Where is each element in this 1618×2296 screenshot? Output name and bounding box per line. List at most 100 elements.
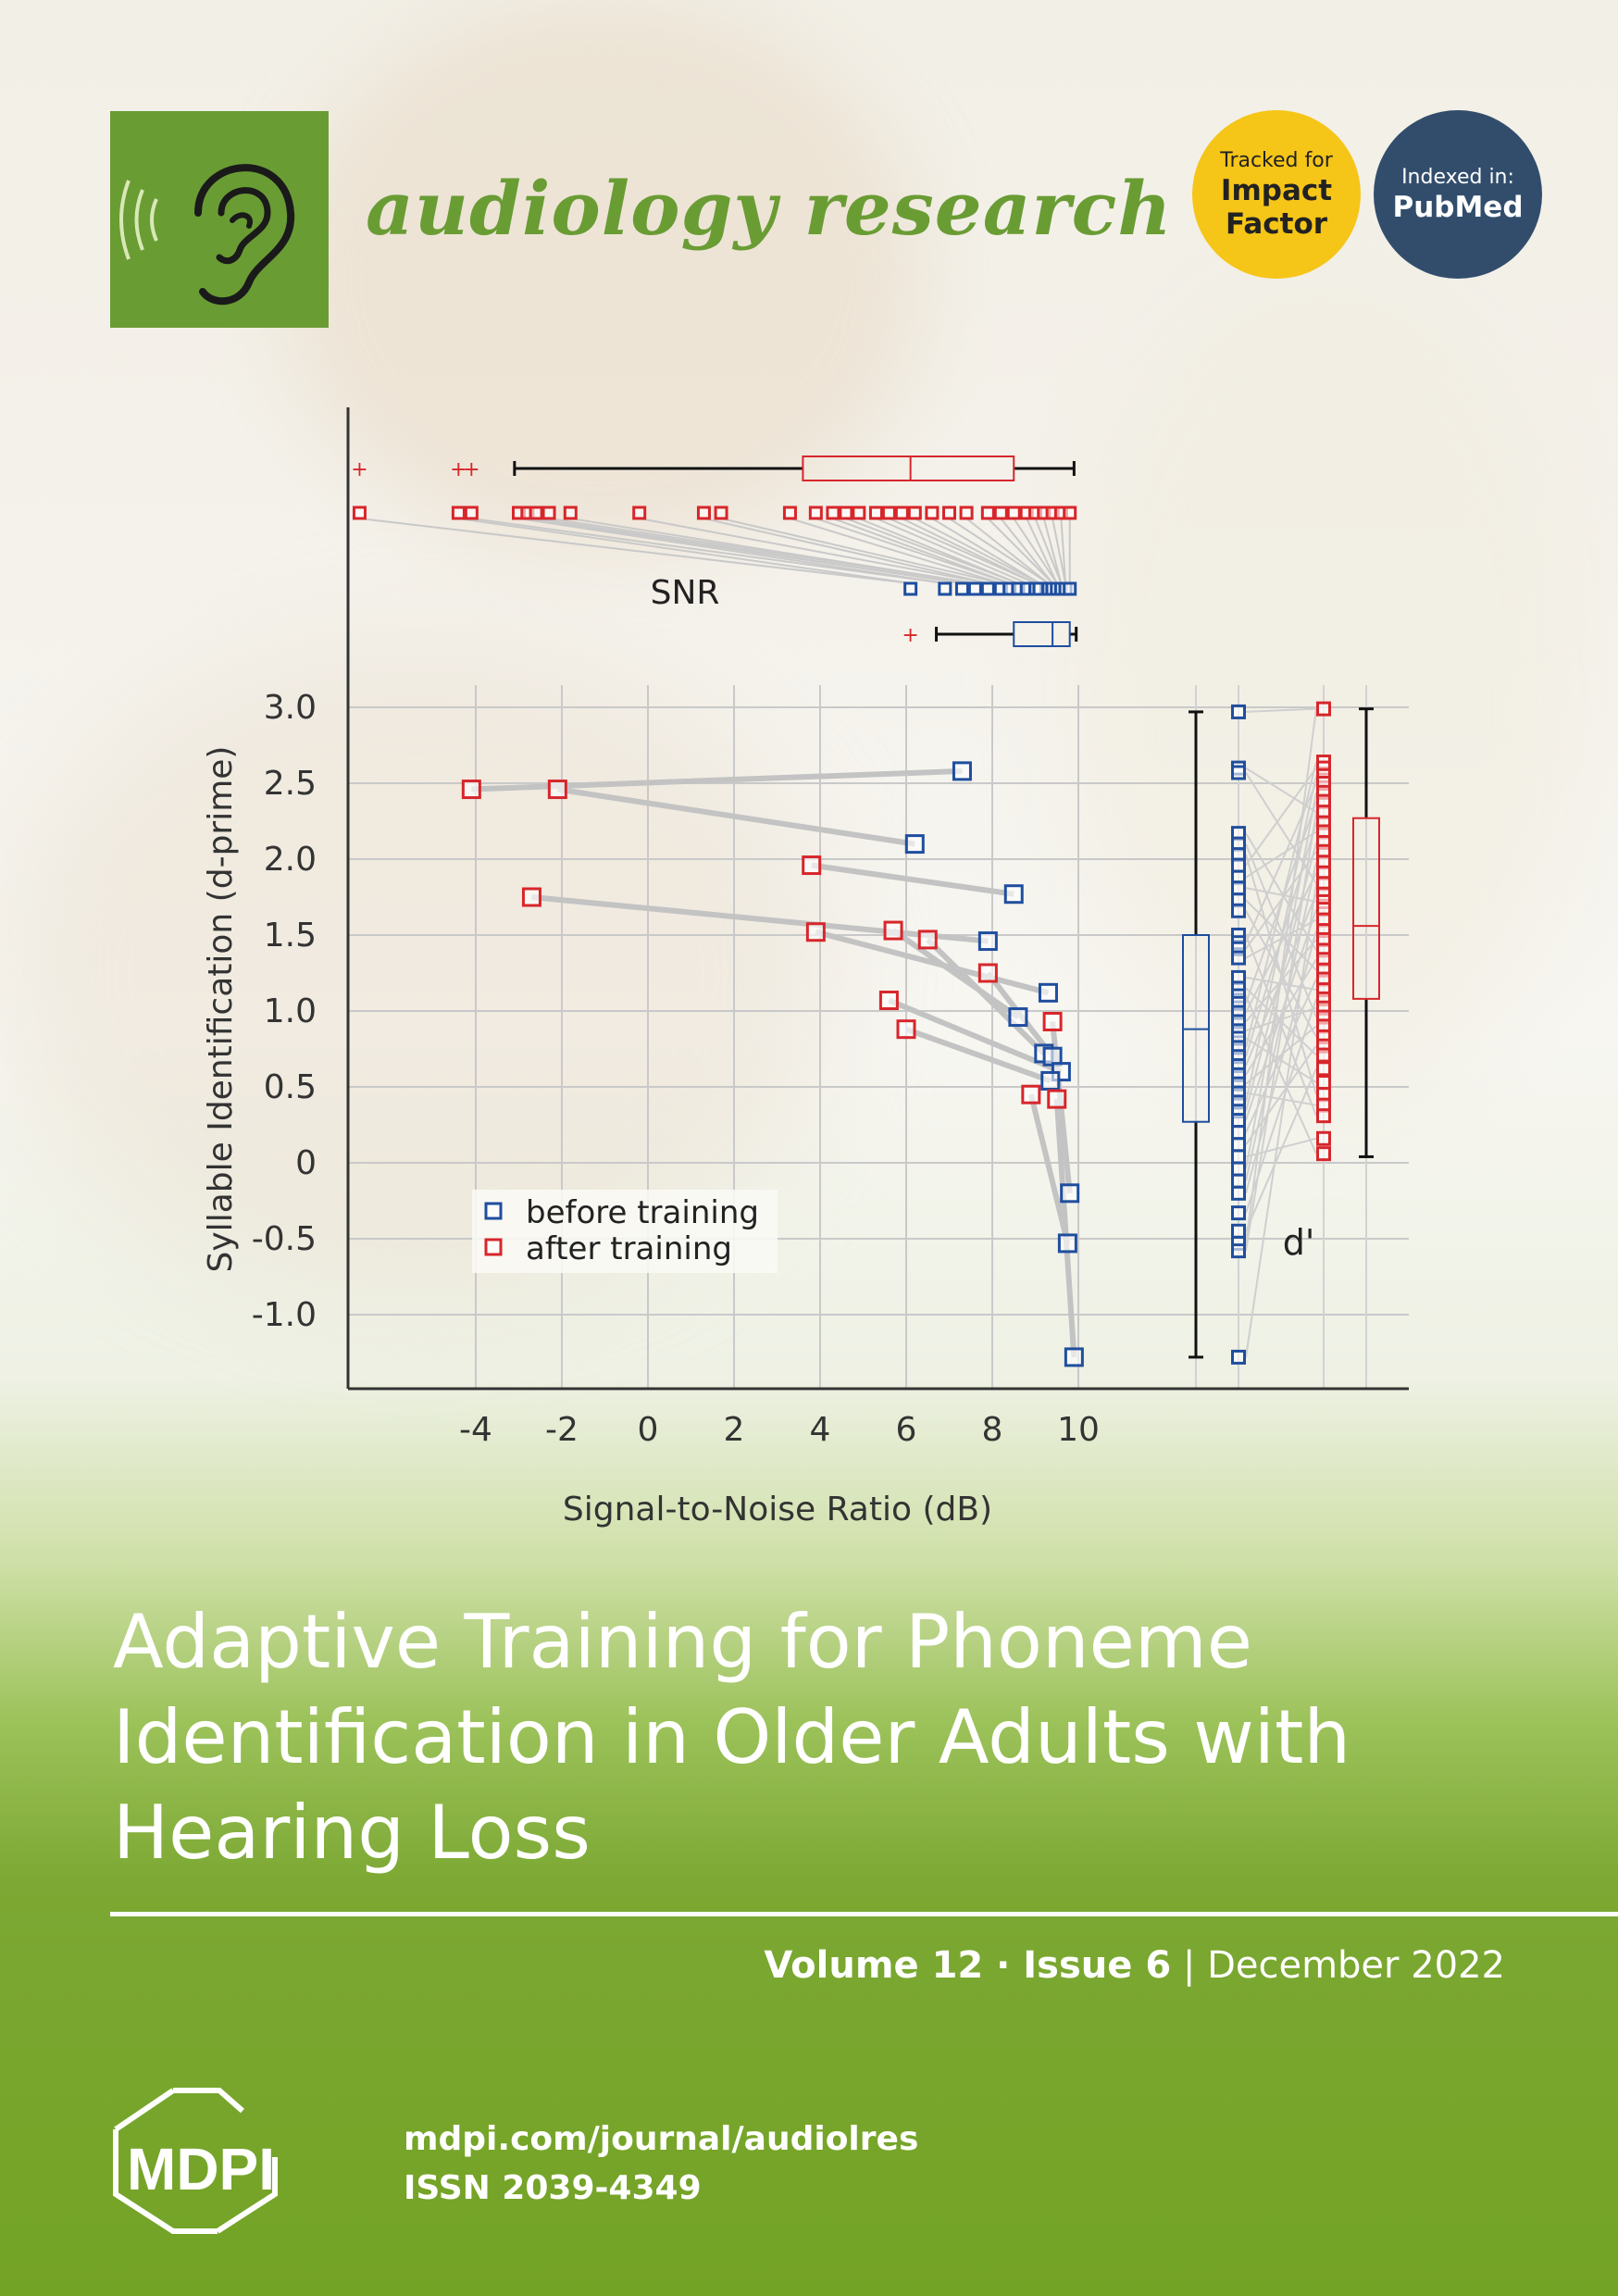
box-outlier: + [450,458,467,481]
box-body [1352,817,1380,1000]
snr-before-mark [938,581,952,596]
snr-link-line [858,518,1019,584]
dprime-link-line [1245,767,1317,867]
dprime-before-mark [1231,1243,1246,1259]
dprime-link-line [1245,708,1317,1244]
dprime-before-mark [1231,1149,1246,1165]
snr-link-line [1013,518,1058,584]
after-point [1021,1084,1041,1104]
snr-link-line [703,518,989,584]
snr-before-mark [903,581,918,596]
dprime-link-line [1245,812,1317,1252]
chart-labels: -4 -2 0 2 4 6 8 10 3.0 2.5 2.0 1.5 1.0 0.5 0 -0.5 -1.0 Si… [202,574,1314,1529]
pair-line [926,937,1046,1056]
snr-link-line [458,518,911,584]
snr-link-line [832,518,1010,584]
dprime-before-mark [1231,1349,1246,1365]
pair-line [531,894,989,944]
background-blob [278,0,926,555]
dprime-after-boxplot [1352,707,1380,1158]
issue-bar: | [1171,1944,1208,1987]
y-tick-label: 2.5 [264,765,317,803]
snr-before-mark [954,581,969,596]
dprime-before-mark [1231,1137,1246,1153]
snr-after-mark [907,505,922,520]
dprime-link-line [1245,883,1317,1358]
snr-after-mark [868,505,883,520]
dprime-before-mark [1231,704,1246,719]
before-point [1060,1183,1080,1204]
snr-link-line [931,518,1040,584]
after-point [547,780,567,800]
y-tick-label: 0.5 [264,1068,317,1106]
snr-link-line [1052,518,1067,584]
snr-link-line [1060,518,1067,584]
after-point [883,920,903,941]
after-point [917,930,938,950]
snr-link-line [1042,518,1063,584]
issn: ISSN 2039-4349 [404,2169,702,2207]
snr-after-mark [839,505,853,520]
before-point [977,931,998,952]
dprime-before-mark [1231,1113,1246,1129]
snr-link-line [815,518,1010,584]
dprime-link-line [1245,775,1317,1103]
journal-logo [110,111,329,328]
snr-link-line [639,518,989,584]
dprime-after-mark [1316,1061,1331,1077]
dprime-annotation: d' [1283,1222,1315,1263]
x-tick-label: 6 [896,1411,917,1449]
dprime-after-mark [1316,1075,1331,1091]
chart-marks: + +++ [351,455,1380,1367]
y-axis-label: Syllable Identification (d-prime) [202,746,240,1273]
snr-after-mark [942,505,956,520]
legend-after-label: after training [526,1230,732,1267]
dprime-link-line [1245,707,1317,713]
x-tick-label: 2 [724,1411,745,1449]
snr-link-line [359,518,911,584]
snr-link-line [901,518,1036,584]
before-point [1057,1233,1077,1254]
after-point [802,855,822,876]
snr-link-line [720,518,1002,584]
pair-line [891,928,1020,1020]
volume-label: Volume 12 [764,1944,984,1987]
snr-after-mark [563,505,578,520]
badge-impact-line1: Tracked for [1220,149,1333,172]
pubmed-badge: Indexed in: PubMed [1374,110,1542,279]
badge-pubmed-line1: Indexed in: [1401,166,1514,189]
legend-after-icon [484,1238,503,1256]
snr-link-line [987,518,1053,584]
snr-after-mark [894,505,909,520]
snr-after-mark [808,505,823,520]
badge-pubmed-line2: PubMed [1392,191,1524,224]
after-point [896,1019,916,1040]
background-blob [0,648,833,1296]
y-tick-label: 3.0 [264,689,317,727]
snr-link-line [1000,518,1053,584]
dprime-link-line [1245,995,1317,1154]
y-tick-label: -1.0 [252,1296,317,1334]
dprime-link-line [1245,887,1317,903]
snr-after-mark [696,505,711,520]
issue-separator: · [983,1944,1024,1987]
snr-after-boxplot: + ++ [351,455,1076,481]
snr-after-mark [782,505,797,520]
pair-lines [359,518,1317,1358]
box-outlier: + [351,458,367,481]
snr-link-line [1034,518,1063,584]
journal-url[interactable]: mdpi.com/journal/audiolres [404,2120,919,2158]
snr-after-mark [993,505,1008,520]
dprime-after-mark [1316,1146,1331,1162]
before-point [1038,982,1058,1003]
before-point [1040,1070,1061,1091]
dprime-link-line [1245,832,1317,951]
snr-link-line [914,518,1040,584]
article-title: Adaptive Training for Phoneme Identifica… [113,1599,1351,1876]
before-point [952,761,972,781]
y-tick-label: 2.0 [264,841,317,879]
dprime-before-mark [1231,880,1246,896]
x-tick-label: 10 [1057,1411,1100,1449]
badge-impact-line3: Factor [1225,207,1328,241]
